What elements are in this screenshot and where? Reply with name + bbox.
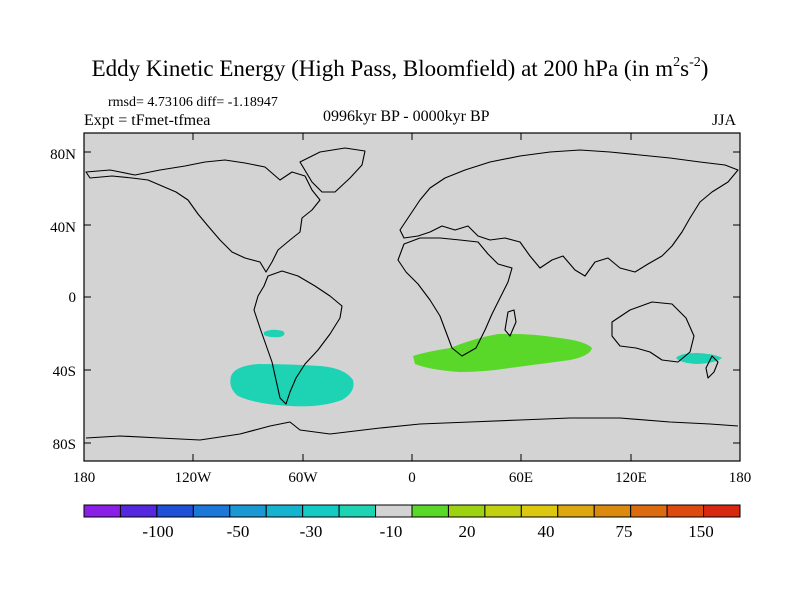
- colorbar-box: [630, 504, 668, 518]
- colorbar-box: [265, 504, 304, 518]
- colorbar-label-minus50: -50: [227, 522, 250, 541]
- coast-madagascar: [504, 309, 517, 337]
- colorbar-label-40: 40: [538, 522, 555, 541]
- colorbar-box: [338, 504, 377, 518]
- lat-label-80n: 80N: [50, 147, 76, 163]
- map-background: [84, 133, 740, 461]
- colorbar-box: [666, 504, 705, 518]
- colorbar-box: [411, 504, 449, 518]
- title-unit-mid: s: [680, 56, 690, 81]
- title-unit-exp1: 2: [673, 55, 681, 70]
- experiment-line: Expt = tFmet-tfmea: [84, 112, 211, 129]
- colorbar-labels: -100 -50 -30 -10 20 40 75 150: [142, 522, 713, 541]
- lat-label-40s: 40S: [53, 364, 76, 380]
- colorbar-label-minus100: -100: [142, 522, 173, 541]
- colorbar-box: [557, 504, 595, 518]
- title-unit-end: ): [700, 56, 709, 81]
- colorbar-box: [447, 504, 486, 518]
- lon-label-0: 0: [408, 470, 416, 486]
- colorbar-label-75: 75: [616, 522, 633, 541]
- period-line: 0996kyr BP - 0000kyr BP: [323, 108, 490, 125]
- anomaly-region-south-atlantic: [230, 364, 354, 407]
- title-main: Eddy Kinetic Energy (High Pass, Bloomfie…: [91, 56, 674, 81]
- colorbar-box: [520, 504, 559, 518]
- coast-new-zealand: [705, 355, 719, 379]
- anomaly-regions: [230, 329, 722, 407]
- anomaly-region-south-pacific: [264, 329, 285, 338]
- colorbar-label-minus10: -10: [380, 522, 403, 541]
- colorbar-box: [302, 504, 340, 518]
- lon-label-120e: 120E: [615, 470, 647, 486]
- season-label: JJA: [712, 112, 737, 129]
- lon-labels: 180 120W 60W 0 60E 120E 180: [73, 470, 752, 486]
- stats-line: rmsd= 4.73106 diff= -1.18947: [108, 95, 278, 110]
- colorbar-box: [484, 504, 522, 518]
- coast-antarctica: [85, 417, 739, 441]
- lon-label-60w: 60W: [288, 470, 318, 486]
- lon-label-120w: 120W: [175, 470, 213, 486]
- anomaly-region-tasman-sea: [676, 353, 722, 364]
- lat-label-80s: 80S: [53, 437, 76, 453]
- coastlines: [85, 147, 739, 441]
- plot-title: Eddy Kinetic Energy (High Pass, Bloomfie…: [0, 56, 800, 82]
- colorbar-box: [703, 504, 741, 518]
- lat-labels: 80N 40N 0 40S 80S: [50, 147, 76, 453]
- lon-label-180w: 180: [73, 470, 96, 486]
- colorbar-label-20: 20: [459, 522, 476, 541]
- title-unit-exp2: -2: [689, 55, 701, 70]
- colorbar-label-150: 150: [688, 522, 714, 541]
- colorbar-box: [593, 504, 632, 518]
- colorbar-box: [156, 504, 194, 518]
- colorbar-box: [83, 504, 121, 518]
- coast-north-america: [85, 159, 321, 273]
- coast-eurasia: [399, 149, 739, 277]
- lon-label-60e: 60E: [509, 470, 533, 486]
- lat-label-0: 0: [69, 290, 77, 306]
- colorbar-box: [229, 504, 267, 518]
- coast-south-america: [253, 270, 343, 405]
- lon-label-180e: 180: [729, 470, 752, 486]
- colorbar: [83, 504, 741, 518]
- coast-africa: [397, 237, 513, 357]
- coast-australia: [611, 301, 695, 363]
- anomaly-region-south-indian: [413, 333, 592, 372]
- colorbar-box: [192, 504, 231, 518]
- colorbar-box: [375, 504, 413, 518]
- colorbar-box: [119, 504, 158, 518]
- lat-label-40n: 40N: [50, 220, 76, 236]
- coast-greenland: [299, 147, 366, 193]
- colorbar-label-minus30: -30: [300, 522, 323, 541]
- axis-ticks: [83, 133, 741, 461]
